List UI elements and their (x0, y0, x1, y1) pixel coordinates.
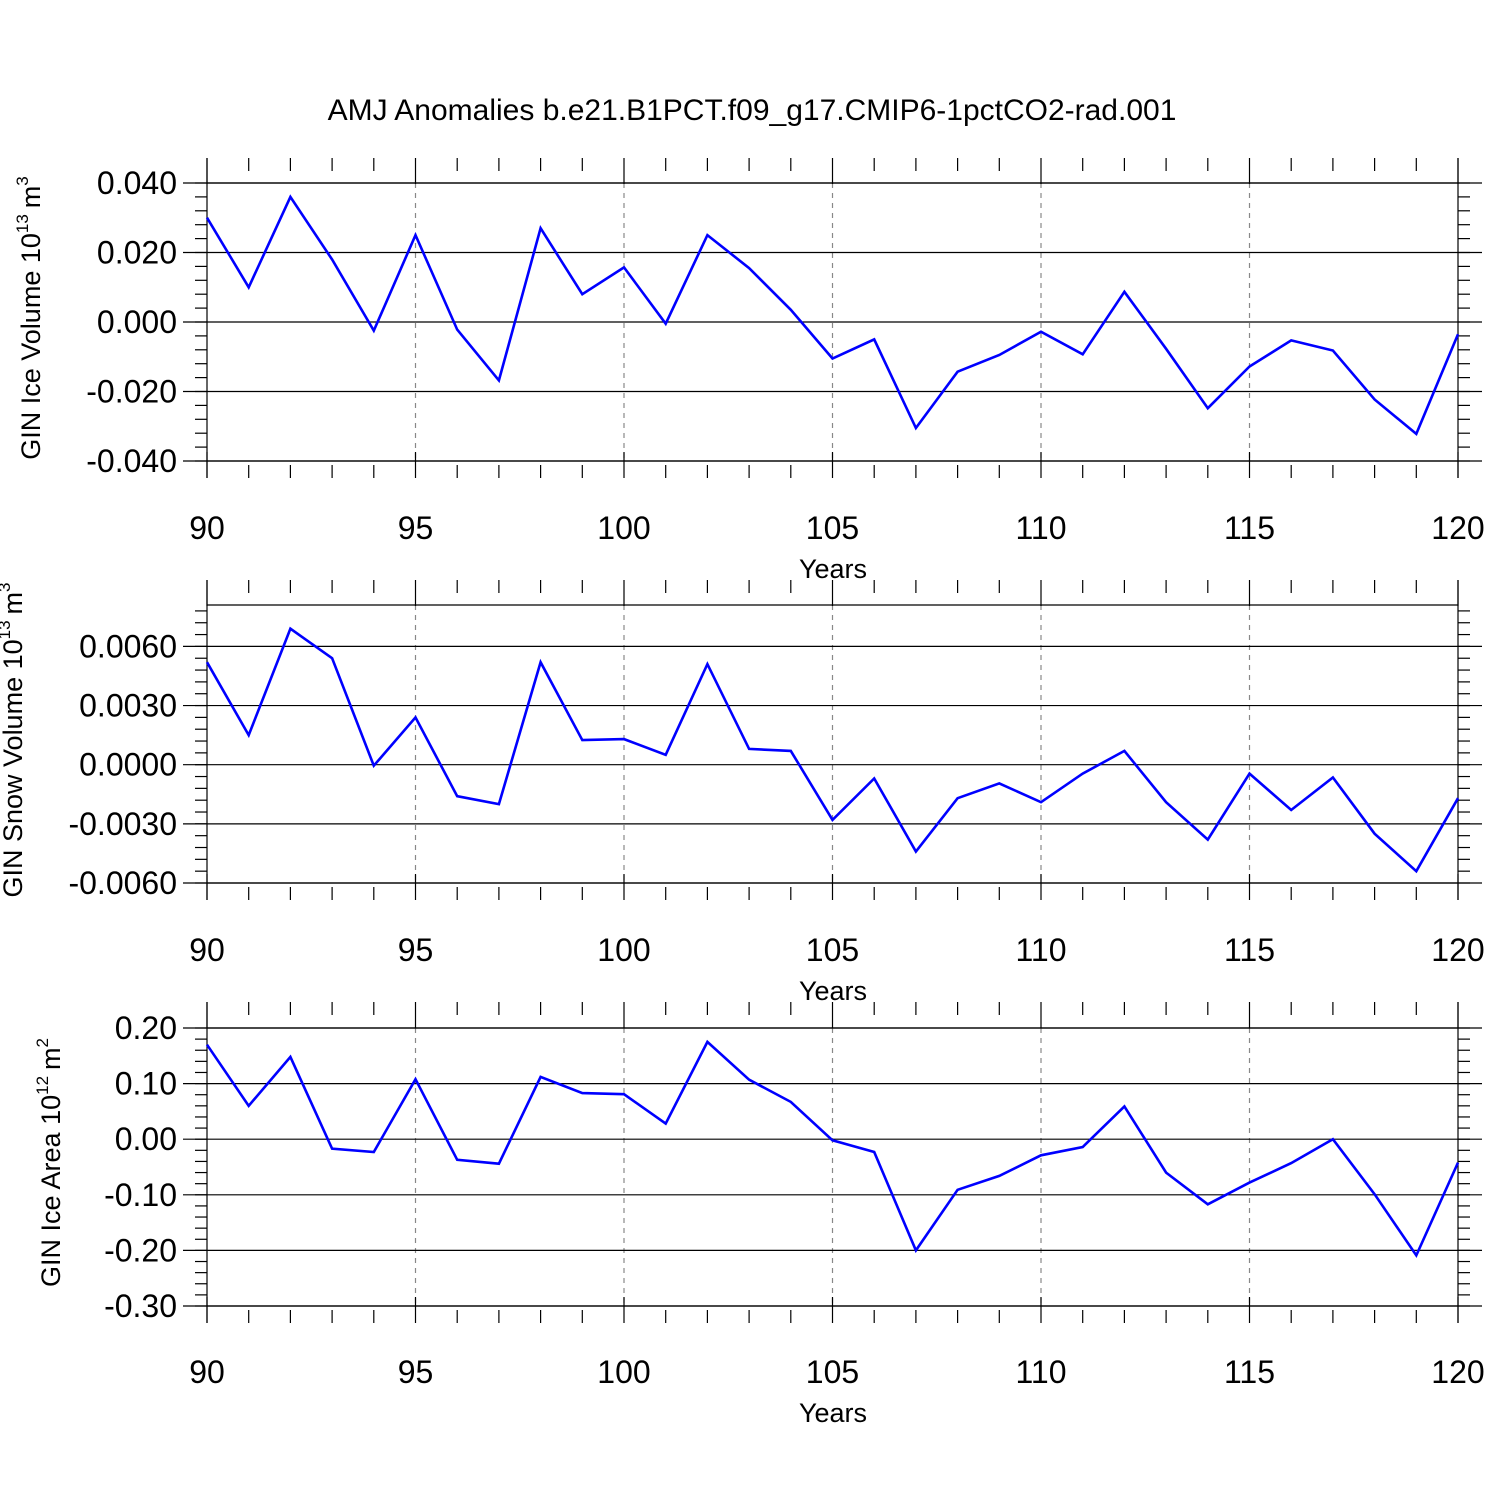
y-label-unit: m (36, 1047, 66, 1070)
y-tick-label: -0.0060 (68, 865, 177, 901)
y-tick-label: -0.040 (86, 443, 177, 479)
x-tick-label: 115 (1224, 932, 1275, 968)
x-tick-label: 105 (806, 510, 859, 546)
y-tick-label: 0.20 (115, 1010, 177, 1046)
x-tick-label: 95 (398, 1354, 434, 1390)
x-axis-label: Years (799, 554, 867, 584)
y-tick-label: -0.30 (104, 1288, 177, 1324)
x-tick-label: 100 (597, 932, 650, 968)
x-axis-label: Years (799, 1398, 867, 1428)
y-label-unit-exponent: 3 (13, 176, 32, 185)
y-tick-label: 0.020 (97, 235, 177, 271)
y-label-unit: m (16, 186, 46, 209)
x-tick-label: 100 (597, 510, 650, 546)
x-tick-label: 90 (189, 510, 225, 546)
figure-title: AMJ Anomalies b.e21.B1PCT.f09_g17.CMIP6-… (328, 94, 1177, 127)
series-line-1 (205, 1039, 1460, 1259)
x-tick-label: 120 (1431, 932, 1484, 968)
x-tick-label: 110 (1015, 510, 1066, 546)
x-tick-label: 115 (1224, 510, 1275, 546)
chart-panel-1: -0.040 -0.020 0.000 0.020 0.040 90 95 100 105 110… (13, 158, 1485, 584)
y-tick-label: -0.020 (86, 374, 177, 410)
x-tick-label: 115 (1224, 1354, 1275, 1390)
y-label-unit: m (0, 592, 28, 615)
series-line-1 (205, 194, 1460, 437)
y-label-text: GIN Ice Area 10 (36, 1095, 66, 1287)
chart-panel-3: -0.30 -0.20 -0.10 0.00 0.10 0.20 90 95 100 105 110… (33, 1002, 1485, 1428)
y-tick-label: 0.0030 (79, 688, 177, 724)
panels: -0.040 -0.020 0.000 0.020 0.040 90 95 100 105 110… (0, 158, 1485, 1428)
x-tick-label: 120 (1431, 510, 1484, 546)
y-axis-label: GIN Snow Volume 1013 m3 (0, 582, 28, 897)
y-tick-label: -0.0030 (68, 806, 177, 842)
series-line-1 (205, 626, 1460, 874)
y-tick-label: 0.000 (97, 304, 177, 340)
x-tick-label: 110 (1015, 1354, 1066, 1390)
y-tick-label: 0.0000 (79, 747, 177, 783)
y-tick-label: 0.00 (115, 1121, 177, 1157)
x-tick-label: 90 (189, 1354, 225, 1390)
y-tick-label: 0.10 (115, 1066, 177, 1102)
x-tick-label: 105 (806, 1354, 859, 1390)
y-label-exponent: 13 (13, 214, 32, 233)
chart-panel-2: -0.0060 -0.0030 0.0000 0.0030 0.0060 90 95 100 1… (0, 580, 1485, 1006)
x-tick-label: 105 (806, 932, 859, 968)
x-tick-label: 110 (1015, 932, 1066, 968)
y-label-text: GIN Snow Volume 10 (0, 639, 28, 897)
x-tick-label: 120 (1431, 1354, 1484, 1390)
y-tick-label: -0.20 (104, 1232, 177, 1268)
y-label-unit-exponent: 3 (0, 582, 14, 591)
x-tick-label: 100 (597, 1354, 650, 1390)
y-label-exponent: 12 (33, 1076, 52, 1095)
y-label-exponent: 13 (0, 620, 14, 639)
x-tick-label: 95 (398, 510, 434, 546)
y-tick-label: -0.10 (104, 1177, 177, 1213)
y-axis-label: GIN Ice Area 1012 m2 (33, 1038, 66, 1287)
x-tick-label: 90 (189, 932, 225, 968)
y-axis-label: GIN Ice Volume 1013 m3 (13, 176, 46, 460)
y-label-unit-exponent: 2 (33, 1038, 52, 1047)
x-axis-label: Years (799, 976, 867, 1006)
x-tick-label: 95 (398, 932, 434, 968)
y-tick-label: 0.040 (97, 165, 177, 201)
y-tick-label: 0.0060 (79, 628, 177, 664)
y-label-text: GIN Ice Volume 10 (16, 233, 46, 460)
